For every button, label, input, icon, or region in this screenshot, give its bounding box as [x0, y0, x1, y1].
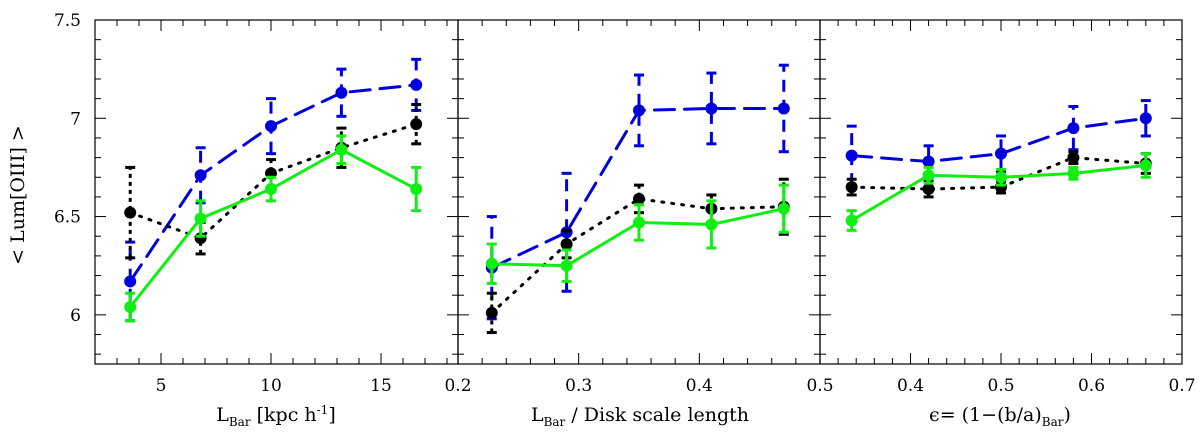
data-point-blue — [265, 120, 277, 133]
x-axis-label-panel-2: LBar / Disk scale length — [531, 404, 749, 429]
x-tick-label: 0.2 — [444, 376, 471, 396]
panel-frame — [94, 19, 459, 365]
data-point-blue — [410, 78, 423, 91]
data-point-black — [922, 183, 935, 196]
data-point-green — [485, 257, 498, 270]
y-axis-label: < Lum[OIII] > — [7, 125, 29, 265]
y-tick-label: 6 — [70, 306, 81, 326]
x-tick-label: 10 — [260, 376, 282, 396]
panel-lbar-disk-scale: 0.2 0.3 0.4 0.5 — [444, 19, 834, 396]
data-point-black — [485, 306, 498, 319]
data-point-green — [194, 212, 207, 225]
x-tick-label: 0.3 — [565, 376, 592, 396]
data-point-blue — [995, 147, 1007, 160]
data-point-green — [1139, 159, 1152, 172]
x-tick-label: 15 — [370, 376, 392, 396]
data-point-blue — [922, 155, 935, 168]
y-tick-label: 7.5 — [54, 11, 81, 31]
x-tick-label: 0.5 — [987, 376, 1014, 396]
series-line-black — [128, 122, 418, 240]
panel-ellipticity: 0.4 0.5 0.6 0.7 — [819, 19, 1196, 396]
y-tick-label: 7 — [70, 109, 81, 129]
panel-frame — [457, 19, 821, 365]
data-point-blue — [845, 149, 858, 162]
x-tick-label: 5 — [156, 376, 167, 396]
x-tick-label: 0.7 — [1168, 376, 1195, 396]
data-point-green — [560, 259, 573, 272]
data-point-blue — [124, 275, 137, 288]
data-point-black — [410, 118, 423, 131]
y-tick-label: 6.5 — [54, 208, 81, 228]
x-tick-label: 0.4 — [897, 376, 924, 396]
data-point-blue — [705, 102, 718, 115]
data-point-black — [845, 181, 858, 194]
data-point-green — [1067, 167, 1080, 180]
data-point-black — [560, 238, 573, 251]
data-point-blue — [633, 104, 645, 117]
data-point-green — [265, 183, 277, 196]
x-axis-label-panel-1: LBar [kpc h-1] — [216, 403, 336, 429]
data-point-blue — [777, 102, 790, 115]
x-axis-label-panel-3: ϵ= (1−(b/a)Bar) — [929, 404, 1071, 429]
data-point-black — [633, 192, 645, 205]
data-point-green — [995, 171, 1007, 184]
data-point-green — [777, 202, 790, 215]
data-point-green — [335, 143, 348, 156]
data-point-green — [410, 183, 423, 196]
data-point-blue — [1139, 112, 1152, 125]
data-point-blue — [335, 86, 348, 99]
data-point-blue — [1067, 122, 1080, 135]
data-point-blue — [194, 169, 207, 182]
data-point-black — [1067, 151, 1080, 164]
data-point-green — [705, 218, 718, 231]
panel-lbar-kpc: 6 6.5 7 7.5 5 10 15 — [54, 11, 459, 396]
data-point-green — [124, 300, 137, 313]
data-point-black — [124, 206, 137, 219]
data-point-green — [633, 216, 645, 229]
data-point-green — [845, 214, 858, 227]
x-tick-label: 0.6 — [1078, 376, 1105, 396]
x-tick-label: 0.5 — [806, 376, 833, 396]
data-point-green — [922, 169, 935, 182]
x-tick-label: 0.4 — [686, 376, 713, 396]
